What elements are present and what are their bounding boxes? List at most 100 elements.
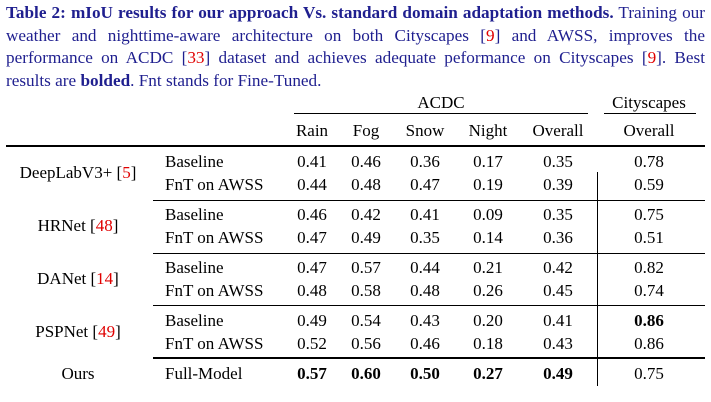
citation-link[interactable]: 33	[187, 48, 205, 67]
table-cell: 0.75	[634, 364, 664, 383]
caption-title: mIoU results for our approach Vs. standa…	[70, 3, 614, 22]
citation-link[interactable]: 9	[647, 48, 657, 67]
caption-bold-word: bolded	[80, 70, 131, 90]
column-divider	[597, 172, 598, 386]
method-label: FnT on AWSS	[165, 227, 264, 247]
caption-text: ] dataset and achieves adequate peforman…	[204, 48, 648, 67]
table-cell: 0.49	[351, 227, 381, 247]
model-name-text: DANet [	[37, 269, 97, 289]
table-cell: 0.26	[473, 280, 503, 300]
table-cell: 0.48	[297, 280, 327, 300]
table-cell: 0.35	[543, 152, 573, 171]
header-acdc: ACDC	[417, 93, 465, 112]
table-cell: 0.78	[634, 152, 664, 171]
table-cell: 0.49	[297, 311, 327, 330]
table-cell: 0.42	[351, 205, 381, 224]
table-cell: 0.47	[297, 258, 327, 277]
method-label: Full-Model	[165, 364, 243, 383]
table-cell: 0.41	[297, 152, 327, 171]
header-cityscapes: Cityscapes	[612, 93, 686, 112]
table-cell: 0.82	[634, 258, 664, 277]
model-name: Ours	[61, 364, 94, 384]
table-cell: 0.44	[410, 258, 440, 277]
method-label: FnT on AWSS	[165, 280, 264, 300]
model-name-bracket: ]	[113, 269, 119, 289]
model-name: DANet [14]	[37, 269, 119, 289]
caption-text: ]. Best results are	[6, 48, 705, 90]
table-cell: 0.42	[543, 258, 573, 277]
table-cell: 0.35	[543, 205, 573, 224]
table-cell: 0.20	[473, 311, 503, 330]
table-cell: 0.45	[543, 280, 573, 300]
table-cell: 0.75	[634, 205, 664, 224]
table-cell: 0.60	[351, 364, 381, 383]
table-cell: 0.46	[297, 205, 327, 224]
table-cell: 0.49	[543, 364, 573, 383]
group-separator	[153, 253, 705, 254]
model-name: PSPNet [49]	[35, 322, 121, 342]
table-cell: 0.48	[410, 280, 440, 300]
caption-text: Training our weather and nighttime-aware…	[6, 3, 705, 45]
table-cell: 0.36	[410, 152, 440, 171]
table-cell: 0.86	[634, 311, 664, 330]
model-name-text: HRNet [	[37, 216, 96, 236]
method-label: Baseline	[165, 152, 224, 171]
model-name-text: DeepLabV3+ [	[19, 163, 123, 183]
ours-rule	[153, 357, 705, 359]
table-cell: 0.74	[634, 280, 664, 300]
column-header-acdc-overall: Overall	[532, 121, 584, 140]
group-separator	[153, 200, 705, 201]
table-cell: 0.58	[351, 280, 381, 300]
method-label: FnT on AWSS	[165, 174, 264, 194]
table-cell: 0.19	[473, 174, 503, 194]
model-name-bracket: ]	[112, 216, 119, 236]
model-name-bracket: ]	[130, 163, 137, 183]
table-cell: 0.46	[351, 152, 381, 171]
table-cell: 0.18	[473, 333, 503, 353]
column-header-cityscapes-overall: Overall	[623, 121, 675, 140]
table-cell: 0.14	[473, 227, 503, 247]
table-cell: 0.41	[410, 205, 440, 224]
method-label: Baseline	[165, 311, 224, 330]
table-cell: 0.41	[543, 311, 573, 330]
table-cell: 0.39	[543, 174, 573, 194]
column-header-rain: Rain	[295, 121, 329, 140]
citation-link[interactable]: 9	[485, 25, 495, 45]
citation-link[interactable]: 48	[95, 216, 113, 236]
table-cell: 0.17	[473, 152, 503, 171]
column-header-night: Night	[468, 121, 508, 140]
citation-link[interactable]: 14	[96, 269, 114, 289]
table-cell: 0.86	[634, 333, 664, 353]
table-cell: 0.44	[297, 174, 327, 194]
table-cell: 0.57	[351, 258, 381, 277]
table-cell: 0.51	[634, 227, 664, 247]
model-name: DeepLabV3+ [5]	[20, 163, 137, 183]
table-cell: 0.47	[297, 227, 327, 247]
table-cell: 0.21	[473, 258, 503, 277]
method-label: Baseline	[165, 258, 224, 277]
table-cell: 0.50	[410, 364, 440, 383]
column-header-fog: Fog	[352, 121, 380, 140]
citation-link[interactable]: 5	[122, 163, 131, 183]
column-header-snow: Snow	[405, 121, 445, 140]
header-rule	[6, 145, 705, 147]
table-cell: 0.59	[634, 174, 664, 194]
caption-text: ] and AWSS, improves the performance on …	[6, 25, 705, 68]
group-rule-cityscapes	[604, 113, 696, 114]
group-rule-acdc	[294, 113, 588, 114]
model-name: HRNet [48]	[38, 216, 119, 236]
table-cell: 0.46	[410, 333, 440, 353]
table-caption: Table 2: mIoU results for our approach V…	[6, 2, 705, 92]
table-cell: 0.43	[410, 311, 440, 330]
model-name-text: PSPNet [	[35, 322, 99, 342]
caption-text: . Fnt stands for Fine-Tuned.	[130, 70, 322, 90]
model-name-bracket: ]	[115, 322, 121, 342]
table-cell: 0.09	[473, 205, 503, 224]
table-cell: 0.43	[543, 333, 573, 353]
citation-link[interactable]: 49	[98, 322, 116, 342]
method-label: Baseline	[165, 205, 224, 224]
caption-label: Table 2:	[6, 3, 66, 22]
table-cell: 0.36	[543, 227, 573, 247]
table-cell: 0.54	[351, 311, 381, 330]
